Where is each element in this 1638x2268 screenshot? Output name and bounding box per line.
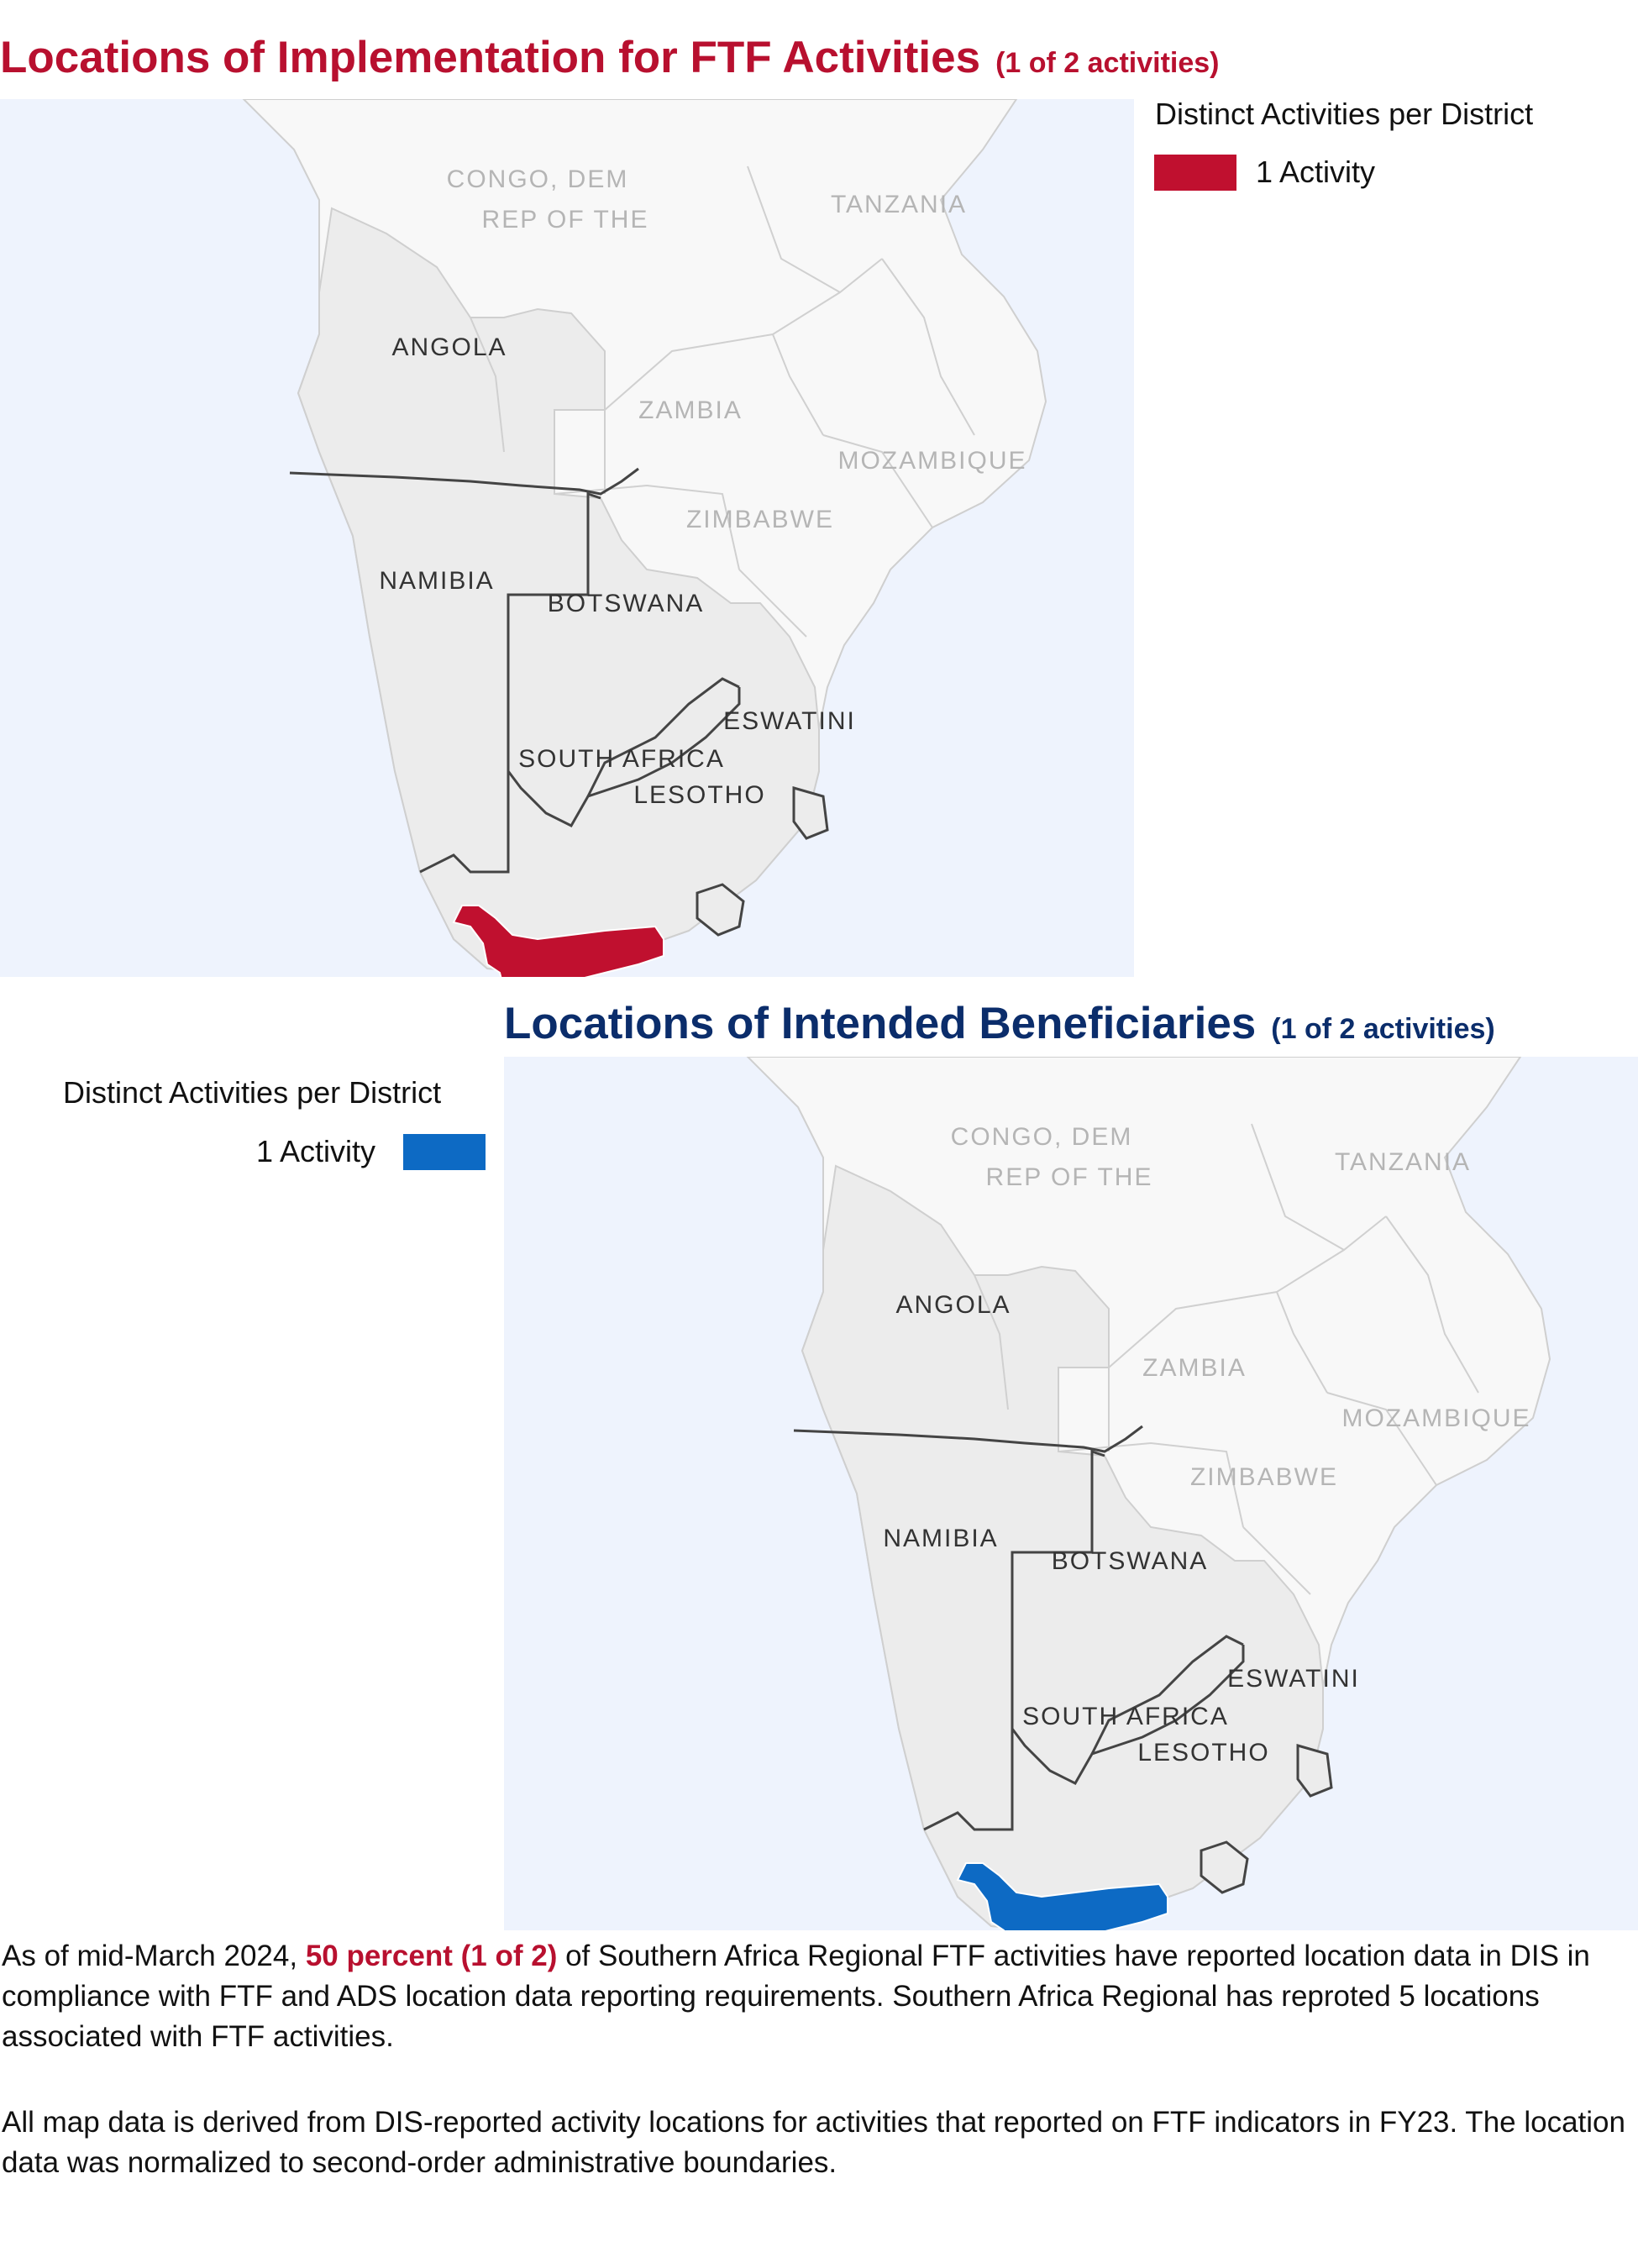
botswana-border (507, 491, 741, 827)
map2-subtitle: (1 of 2 activities) (1271, 1013, 1495, 1045)
map2-beneficiaries-map[interactable]: CONGO, DEM REP OF THE TANZANIA ANGOLA ZA… (504, 1057, 1638, 1930)
map1-implementation-map[interactable]: CONGO, DEM REP OF THE TANZANIA ANGOLA ZA… (0, 99, 1134, 977)
label-tanzania: TANZANIA (1335, 1148, 1471, 1176)
map2-svg: CONGO, DEM REP OF THE TANZANIA ANGOLA ZA… (504, 1057, 1638, 1930)
label-zambia: ZAMBIA (638, 396, 743, 424)
map1-legend-label: 1 Activity (1256, 155, 1376, 189)
label-mozambique: MOZAMBIQUE (1341, 1404, 1530, 1432)
label-zambia: ZAMBIA (1142, 1354, 1247, 1382)
admin-borders (470, 165, 975, 638)
label-south-africa: SOUTH AFRICA (518, 745, 725, 773)
map2-title: Locations of Intended Beneficiaries (1 of… (504, 998, 1495, 1049)
map2-legend-title: Distinct Activities per District (63, 1075, 442, 1110)
region-land (297, 207, 820, 974)
label-zimbabwe: ZIMBABWE (1190, 1463, 1338, 1491)
eswatini-shape (1296, 1744, 1333, 1798)
angola-namibia-border (793, 1425, 1143, 1453)
summary-prefix: As of mid-March 2024, (2, 1940, 306, 1972)
botswana-sa-border (586, 677, 740, 797)
label-zimbabwe: ZIMBABWE (686, 506, 834, 533)
namibia-sa-border (419, 771, 510, 874)
angola-namibia-border (289, 467, 639, 496)
label-congo-1: CONGO, DEM (447, 165, 629, 193)
summary-suffix: of Southern Africa Regional FTF activiti… (2, 1940, 1590, 2053)
label-botswana: BOTSWANA (1052, 1547, 1209, 1575)
map1-title: Locations of Implementation for FTF Acti… (0, 32, 1219, 83)
map2-legend-label: 1 Activity (256, 1134, 376, 1168)
botswana-border (1011, 1449, 1245, 1785)
label-lesotho: LESOTHO (633, 781, 765, 809)
map1-subtitle: (1 of 2 activities) (995, 47, 1220, 79)
lesotho-shape (696, 883, 745, 937)
label-tanzania: TANZANIA (831, 191, 967, 218)
eswatini-shape (792, 786, 829, 840)
label-angola: ANGOLA (895, 1291, 1011, 1319)
label-eswatini: ESWATINI (723, 707, 856, 735)
namibia-sa-border (923, 1729, 1014, 1831)
map2-labels: CONGO, DEM REP OF THE TANZANIA ANGOLA ZA… (883, 1123, 1530, 1767)
label-mozambique: MOZAMBIQUE (837, 447, 1026, 475)
map1-legend-title: Distinct Activities per District (1155, 97, 1534, 131)
map1-title-text: Locations of Implementation for FTF Acti… (0, 33, 981, 82)
summary-paragraph: As of mid-March 2024, 50 percent (1 of 2… (2, 1936, 1635, 2057)
label-botswana: BOTSWANA (548, 590, 705, 617)
map1-labels: CONGO, DEM REP OF THE TANZANIA ANGOLA ZA… (379, 165, 1026, 809)
label-lesotho: LESOTHO (1137, 1739, 1269, 1767)
label-angola: ANGOLA (391, 333, 507, 361)
map2-legend-swatch (403, 1134, 486, 1170)
map1-legend-swatch (1154, 155, 1236, 191)
map1-highlight-districts[interactable] (452, 905, 664, 977)
map1-svg: CONGO, DEM REP OF THE TANZANIA ANGOLA ZA… (0, 99, 1134, 977)
region-land (801, 1164, 1324, 1930)
label-congo-2: REP OF THE (482, 206, 649, 234)
label-south-africa: SOUTH AFRICA (1022, 1703, 1229, 1730)
label-congo-2: REP OF THE (986, 1163, 1153, 1191)
botswana-sa-border (1090, 1635, 1244, 1755)
lesotho-shape (1200, 1840, 1249, 1894)
label-namibia: NAMIBIA (883, 1525, 998, 1552)
admin-borders (974, 1123, 1479, 1595)
label-namibia: NAMIBIA (379, 567, 494, 595)
summary-highlight: 50 percent (1 of 2) (305, 1940, 558, 1972)
map2-highlight-districts[interactable] (956, 1862, 1168, 1930)
map2-title-text: Locations of Intended Beneficiaries (504, 999, 1257, 1048)
label-eswatini: ESWATINI (1227, 1665, 1360, 1693)
label-congo-1: CONGO, DEM (951, 1123, 1133, 1151)
methodology-paragraph: All map data is derived from DIS-reporte… (2, 2106, 1625, 2179)
